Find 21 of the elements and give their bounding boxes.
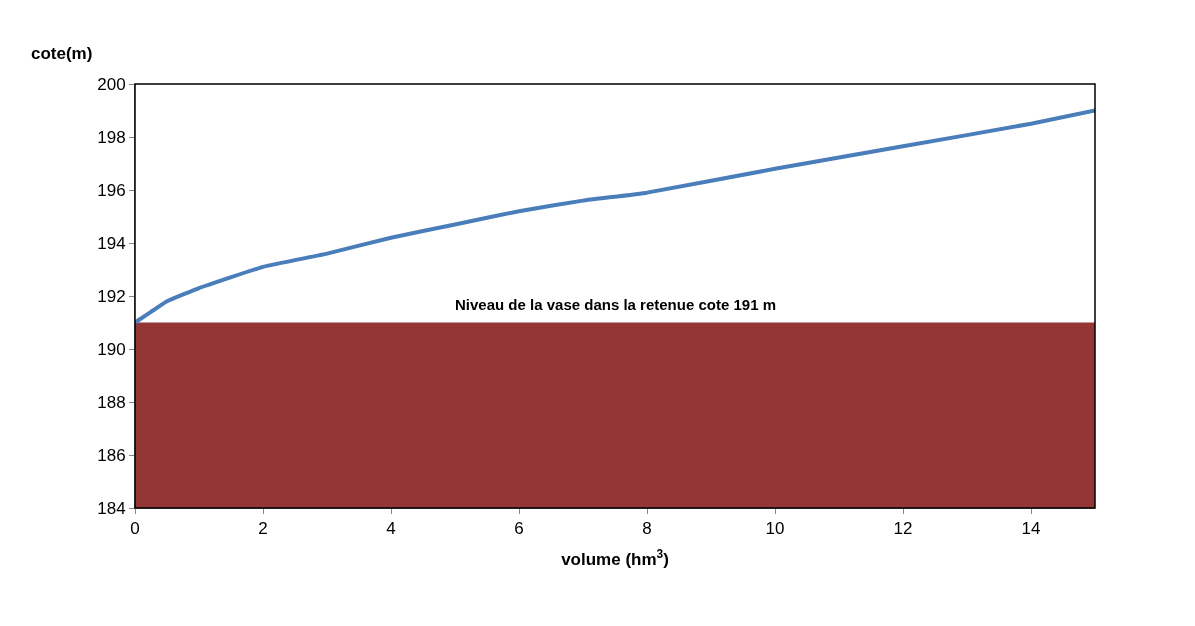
y-tick-label: 196	[97, 180, 126, 200]
y-tick-label: 186	[97, 445, 126, 465]
y-tick-label: 194	[97, 233, 126, 253]
x-tick-label: 0	[130, 519, 140, 539]
y-tick-label: 184	[97, 498, 126, 518]
y-tick-label: 190	[97, 339, 126, 359]
y-axis-title: cote(m)	[31, 44, 93, 63]
band-label: Niveau de la vase dans la retenue cote 191 m	[455, 296, 776, 313]
x-axis-title: volume (hm$^{3}$)	[561, 546, 669, 569]
x-tick-label: 10	[765, 519, 785, 539]
line-series	[135, 108, 1095, 325]
y-tick-label: 188	[97, 392, 126, 412]
x-tick-label: 8	[642, 519, 652, 539]
y-tick-label: 192	[97, 286, 126, 306]
y-tick-label: 200	[97, 74, 126, 94]
y-tick-label: 198	[97, 127, 126, 147]
x-tick-label: 6	[514, 519, 524, 539]
x-tick-label: 2	[258, 519, 268, 539]
x-tick-label: 4	[386, 519, 396, 539]
x-tick-label: 14	[1021, 519, 1041, 539]
x-tick-label: 12	[893, 519, 913, 539]
